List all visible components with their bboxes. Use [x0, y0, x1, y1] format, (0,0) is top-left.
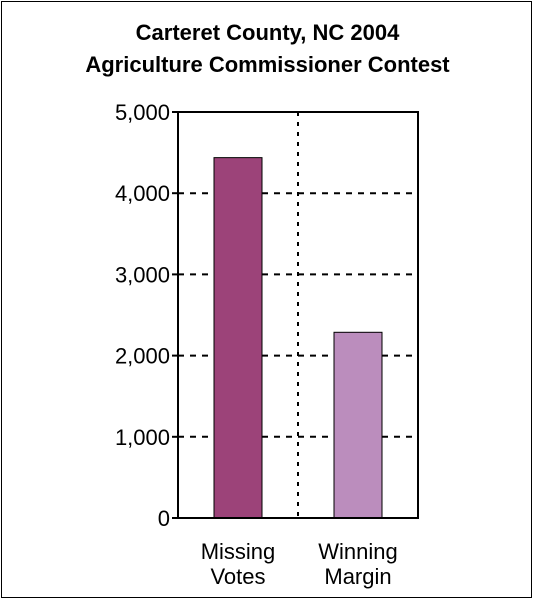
plot-border [177, 111, 419, 519]
chart-title-line2: Agriculture Commissioner Contest [85, 52, 450, 77]
x-category-label-1: Winning Margin [318, 539, 397, 589]
bar-missing-votes [213, 157, 263, 519]
chart-title-line1: Carteret County, NC 2004 [135, 20, 400, 45]
y-tick-label-0: 0 [158, 506, 170, 531]
y-tick-label-1: 1,000 [115, 425, 170, 450]
bar-winning-margin [333, 331, 383, 519]
y-tick-label-5: 5,000 [115, 100, 170, 125]
y-tick-label-4: 4,000 [115, 181, 170, 206]
x-category-label-0: Missing Votes [201, 539, 276, 589]
y-tick-label-2: 2,000 [115, 344, 170, 369]
y-tick-label-3: 3,000 [115, 262, 170, 287]
